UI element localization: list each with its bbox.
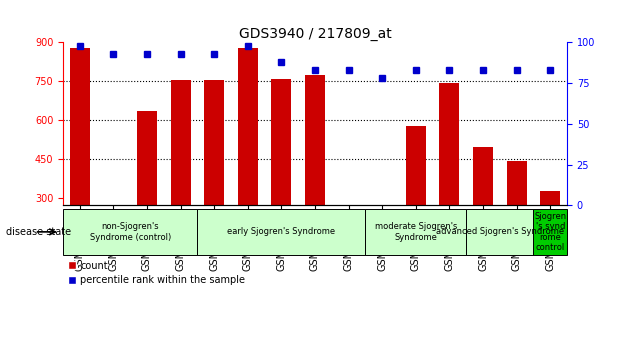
Bar [137,111,157,275]
Bar [272,79,292,275]
Bar [507,161,527,275]
Text: moderate Sjogren's
Syndrome: moderate Sjogren's Syndrome [375,222,457,241]
Text: early Sjogren's Syndrome: early Sjogren's Syndrome [227,227,335,236]
Text: non-Sjogren's
Syndrome (control): non-Sjogren's Syndrome (control) [89,222,171,241]
Bar [534,209,567,255]
Bar [171,80,191,275]
Bar [305,75,325,275]
Bar [365,209,466,255]
Bar [372,205,392,275]
Text: Sjogren
's synd
rome
control: Sjogren 's synd rome control [534,212,566,252]
Title: GDS3940 / 217809_at: GDS3940 / 217809_at [239,28,391,41]
Text: advanced Sjogren's Syndrome: advanced Sjogren's Syndrome [436,227,564,236]
Bar [63,209,197,255]
Bar [103,205,123,275]
Bar [197,209,365,255]
Bar [473,147,493,275]
Bar [406,126,426,275]
Bar [204,80,224,275]
Bar [238,48,258,275]
Bar [540,191,560,275]
Bar [466,209,534,255]
Bar [439,82,459,275]
Legend: count, percentile rank within the sample: count, percentile rank within the sample [68,261,246,285]
Bar [70,48,90,275]
Text: disease state: disease state [6,227,71,237]
Bar [338,205,358,275]
